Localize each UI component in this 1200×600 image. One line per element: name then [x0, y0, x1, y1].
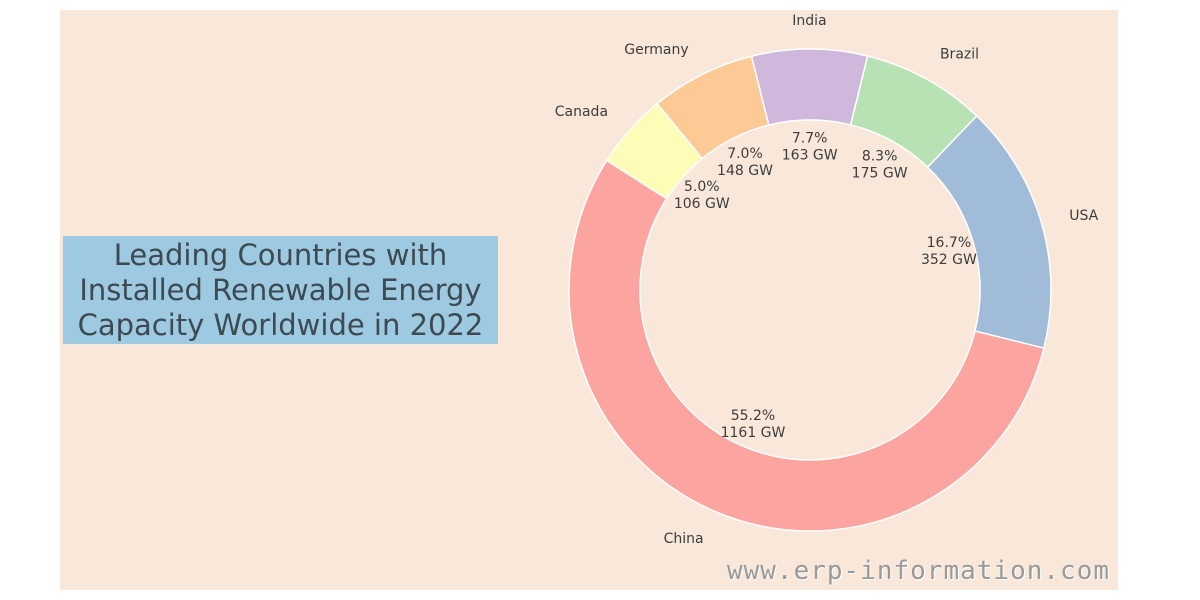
label-brazil: Brazil: [940, 46, 979, 62]
wedge-china: [568, 159, 1045, 532]
wedge-canada: [605, 102, 704, 200]
label-china: China: [664, 531, 704, 547]
wedge-usa: [926, 114, 1052, 349]
value-label-canada: 5.0% 106 GW: [674, 179, 730, 212]
value-label-china: 55.2% 1161 GW: [721, 408, 786, 441]
watermark: www.erp-information.com: [726, 556, 1110, 586]
label-canada: Canada: [555, 104, 608, 120]
chart-title-box: Leading Countries with Installed Renewab…: [63, 236, 498, 344]
chart-title: Leading Countries with Installed Renewab…: [77, 237, 484, 342]
value-label-brazil: 8.3% 175 GW: [852, 148, 908, 181]
label-india: India: [792, 13, 826, 29]
label-germany: Germany: [624, 42, 688, 58]
value-label-india: 7.7% 163 GW: [782, 130, 838, 163]
label-usa: USA: [1069, 208, 1098, 224]
wedge-india: [750, 48, 869, 127]
value-label-germany: 7.0% 148 GW: [717, 146, 773, 179]
value-label-usa: 16.7% 352 GW: [921, 235, 977, 268]
